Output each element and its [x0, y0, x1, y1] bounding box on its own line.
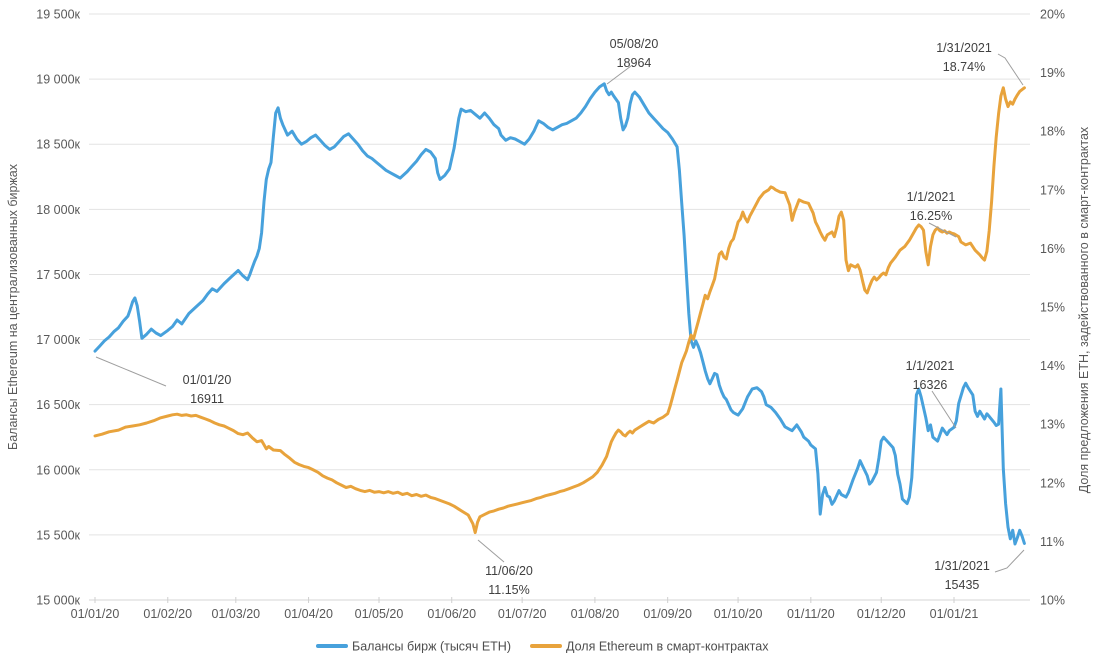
y-axis-right-tick-label: 11%: [1040, 535, 1064, 549]
annotation-leader-line: [997, 53, 1024, 86]
annotation-label: 1/31/2021 15435: [934, 559, 990, 592]
y-axis-right-tick-label: 10%: [1040, 594, 1065, 608]
x-axis-tick-label: 01/04/20: [284, 607, 333, 621]
y-axis-left-tick-label: 18 500к: [36, 138, 80, 152]
y-axis-right-tick-label: 17%: [1040, 183, 1065, 197]
annotation-leader-line: [606, 65, 632, 85]
legend-item-label: Балансы бирж (тысяч ETH): [352, 640, 511, 654]
y-axis-right-tick-label: 16%: [1040, 242, 1065, 256]
y-axis-right-tick-label: 20%: [1040, 8, 1065, 22]
annotation-label: 1/31/2021 18.74%: [936, 41, 992, 74]
x-axis-tick-label: 01/01/20: [71, 607, 120, 621]
annotations: 01/01/20 16911 05/08/20 18964 11/06/20 11.15%…: [95, 37, 1025, 597]
x-axis-tick-label: 01/12/20: [857, 607, 906, 621]
annotation-label: 05/08/20 18964: [610, 37, 659, 70]
annotation-label: 11/06/20 11.15%: [485, 564, 533, 597]
gridlines: [89, 13, 1030, 601]
y-axis-left-tick-label: 19 000к: [36, 73, 80, 87]
annotation-leader-line: [931, 390, 957, 429]
y-axis-right-tick-label: 18%: [1040, 125, 1065, 139]
x-axis-tick-label: 01/07/20: [498, 607, 547, 621]
x-axis-tick-label: 01/01/21: [930, 607, 979, 621]
annotation-leader-line: [928, 222, 957, 238]
y-axis-left-tick-label: 19 500к: [36, 8, 80, 22]
y-axis-right-tick-label: 14%: [1040, 359, 1065, 373]
x-axis-tick-label: 01/06/20: [427, 607, 476, 621]
y-axis-right-tick-label: 15%: [1040, 301, 1065, 315]
y-axis-left-tick-label: 15 500к: [36, 528, 80, 542]
annotation-label: 01/01/20 16911: [183, 373, 232, 406]
y-axis-left-tick-label: 16 500к: [36, 398, 80, 412]
y-axis-left-tick-label: 17 000к: [36, 333, 80, 347]
y-axis-left-labels: 15 000к 15 500к 16 000к 16 500к 17 000к 17 50…: [36, 8, 80, 608]
y-axis-left-tick-label: 16 000к: [36, 463, 80, 477]
x-axis-tick-label: 01/08/20: [571, 607, 620, 621]
y-axis-right-tick-label: 13%: [1040, 418, 1065, 432]
y-axis-right-tick-label: 12%: [1040, 476, 1065, 490]
x-axis: 01/01/20 01/02/20 01/03/20 01/04/20 01/05/20…: [71, 597, 979, 621]
y-axis-left-tick-label: 17 500к: [36, 268, 80, 282]
annotation-label: 1/1/2021 16326: [906, 359, 955, 392]
series-line-smart-contract-share: [93, 86, 1026, 535]
x-axis-tick-label: 01/11/20: [787, 607, 835, 621]
y-axis-right-title: Доля предложения ETH, задействованного в…: [1077, 126, 1091, 493]
x-axis-tick-label: 01/10/20: [714, 607, 763, 621]
series-lines: [93, 82, 1026, 546]
legend-item[interactable]: Доля Ethereum в смарт-контрактах: [530, 640, 769, 654]
annotation-leader-line: [994, 549, 1025, 573]
annotation-label: 1/1/2021 16.25%: [907, 190, 956, 223]
y-axis-left-tick-label: 18 000к: [36, 203, 80, 217]
legend-item[interactable]: Балансы бирж (тысяч ETH): [316, 640, 511, 654]
x-axis-tick-label: 01/09/20: [643, 607, 692, 621]
y-axis-left-tick-label: 15 000к: [36, 594, 80, 608]
x-axis-tick-label: 01/03/20: [211, 607, 260, 621]
x-axis-tick-label: 01/02/20: [143, 607, 192, 621]
series-line-exchange-balances: [93, 82, 1026, 546]
annotation-leader-line: [95, 356, 167, 387]
x-axis-tick-label: 01/05/20: [355, 607, 404, 621]
y-axis-right-tick-label: 19%: [1040, 66, 1065, 80]
annotation-leader-line: [477, 539, 505, 563]
y-axis-right-labels: 10% 11% 12% 13% 14% 15% 16% 17% 18% 19% 20%: [1040, 8, 1065, 608]
legend-item-label: Доля Ethereum в смарт-контрактах: [566, 640, 769, 654]
legend: Балансы бирж (тысяч ETH) Доля Ethereum в …: [316, 640, 769, 654]
y-axis-left-title: Балансы Ethereum на централизованных бир…: [6, 163, 20, 450]
